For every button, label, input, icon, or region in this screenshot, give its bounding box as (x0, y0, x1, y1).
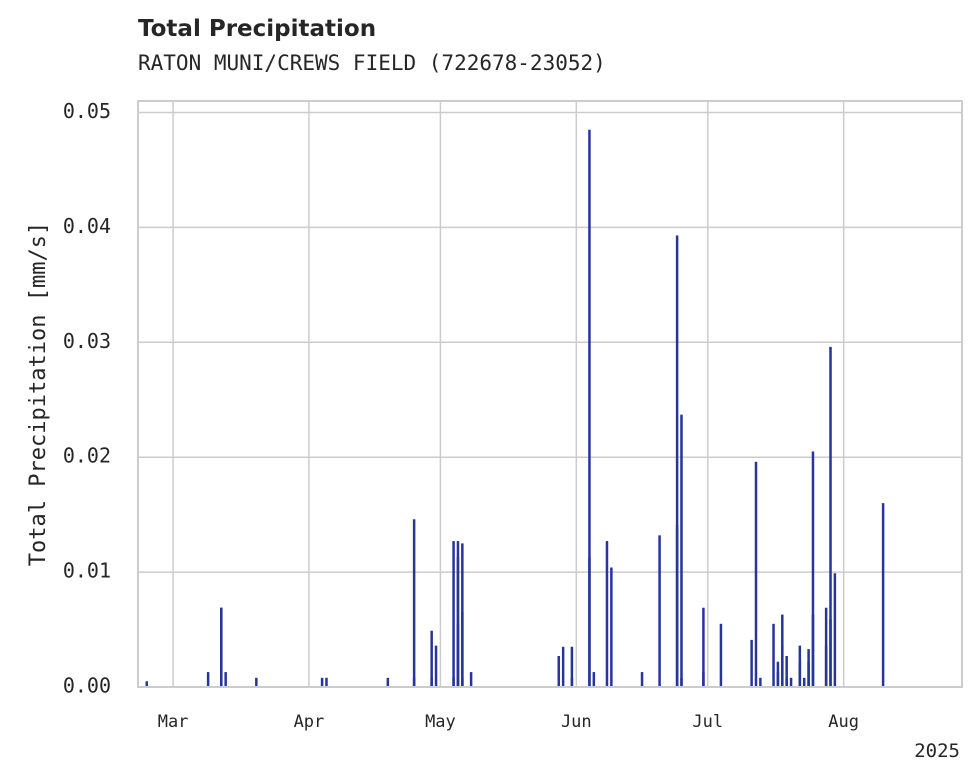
y-tick-label: 0.02 (63, 444, 111, 468)
precip-bar (798, 645, 802, 687)
chart-title: Total Precipitation (138, 16, 377, 42)
precip-bar (789, 677, 793, 687)
precip-bar (206, 672, 210, 687)
precipitation-bars (145, 129, 885, 688)
precip-bar (829, 346, 832, 687)
precip-bar (592, 672, 596, 687)
precip-bar (430, 630, 433, 687)
y-axis-label: Total Precipitation [mm/s] (26, 222, 51, 566)
precip-bar (588, 129, 591, 688)
y-axis-ticks: 0.00 0.01 0.02 0.03 0.04 0.05 (63, 99, 111, 698)
precip-bar (680, 677, 683, 687)
precip-bar (386, 677, 390, 687)
precip-bar (456, 623, 460, 687)
precip-bar (224, 672, 227, 687)
precip-bar (434, 645, 438, 687)
precip-bar (588, 557, 591, 687)
chart-subtitle: RATON MUNI/CREWS FIELD (722678-23052) (138, 51, 606, 75)
precip-bar (750, 639, 753, 687)
precip-bar (675, 235, 679, 687)
precip-bar (255, 677, 258, 687)
precip-bar (430, 677, 433, 687)
precip-bar (881, 503, 885, 687)
precip-bar (785, 655, 788, 687)
precip-bar (570, 646, 574, 687)
precip-bar (807, 661, 810, 687)
precip-bar (824, 645, 828, 687)
precip-bar (675, 524, 679, 687)
precip-bar (833, 573, 837, 687)
precip-bar (461, 677, 464, 687)
precip-bar (772, 623, 775, 687)
precip-bar (570, 677, 574, 687)
precip-bar (145, 681, 149, 687)
precip-bar (320, 677, 324, 687)
x-tick-label: Jul (692, 712, 723, 732)
precip-bar (610, 567, 613, 687)
precip-bar (754, 461, 758, 687)
precip-bar (325, 677, 328, 687)
y-tick-label: 0.05 (63, 99, 111, 123)
precip-bar (456, 541, 460, 687)
y-tick-label: 0.04 (63, 214, 111, 238)
x-tick-label: Apr (294, 712, 325, 732)
precip-bar (785, 677, 788, 687)
precip-bar (719, 623, 723, 687)
precip-bar (557, 655, 561, 687)
grid-lines (138, 101, 962, 688)
precip-bar (680, 414, 683, 687)
y-tick-label: 0.01 (63, 559, 111, 583)
x-tick-label: Aug (828, 712, 859, 732)
precip-bar (640, 672, 644, 687)
x-tick-label: Jun (561, 712, 592, 732)
plot-frame (137, 100, 963, 688)
x-tick-label: May (425, 712, 456, 732)
precip-bar (561, 646, 565, 687)
x-tick-label: Mar (158, 712, 189, 732)
precip-bar (702, 607, 705, 687)
precip-bar (811, 614, 815, 687)
precip-bar (452, 541, 455, 687)
precip-bar (220, 607, 223, 687)
precip-bar (776, 661, 780, 687)
y-tick-label: 0.03 (63, 329, 111, 353)
precip-bar (658, 535, 661, 687)
y-tick-label: 0.00 (63, 674, 111, 698)
precip-bar (759, 677, 762, 687)
precip-bar (412, 677, 416, 687)
precip-bar (605, 541, 609, 687)
precip-bar (469, 672, 473, 687)
year-label: 2025 (914, 740, 960, 762)
precip-bar (781, 645, 784, 687)
precip-bar (802, 677, 806, 687)
precip-bar (412, 519, 416, 687)
x-axis-ticks: Mar Apr May Jun Jul Aug (158, 712, 859, 732)
precip-bar (829, 619, 832, 687)
precip-bar (811, 451, 815, 687)
precip-bar (461, 543, 464, 687)
precip-bar (702, 672, 705, 687)
